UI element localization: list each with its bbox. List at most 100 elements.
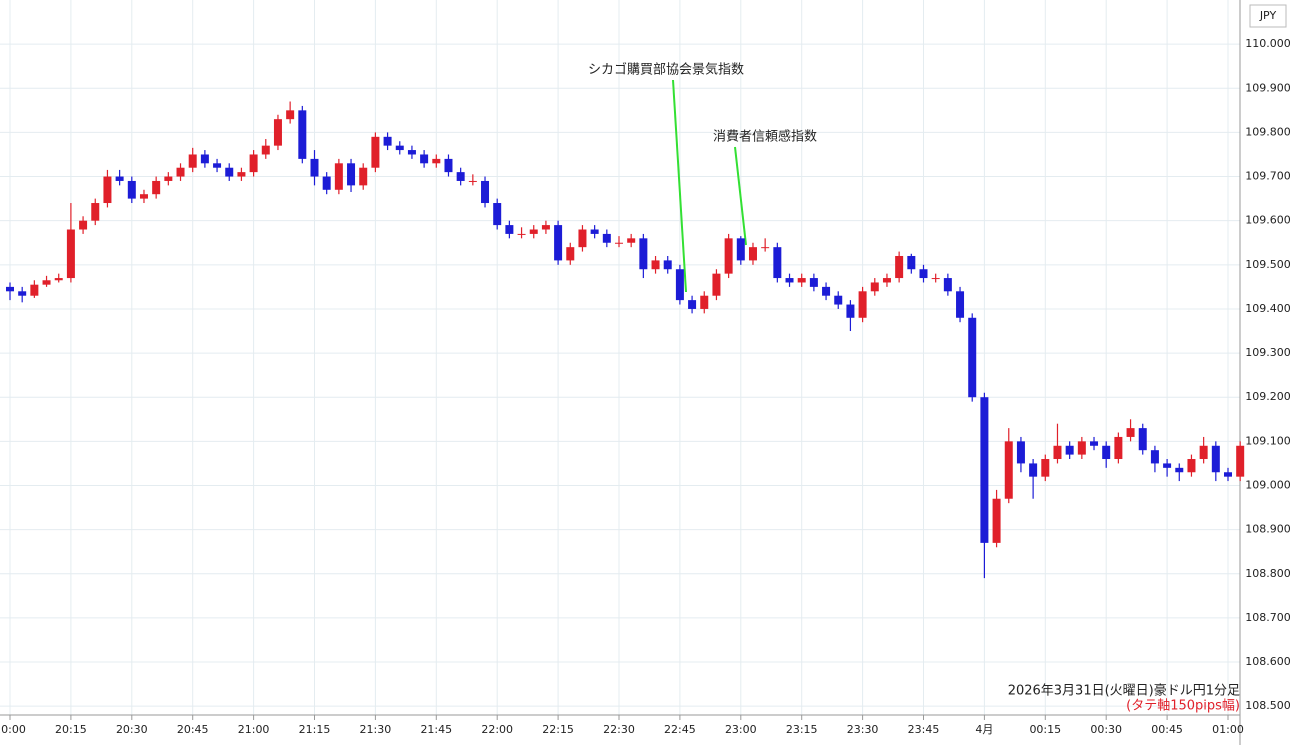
candle-body: [554, 225, 563, 261]
y-tick-label: 109.800: [1245, 125, 1291, 138]
candle-body: [578, 229, 587, 248]
candle-body: [79, 220, 88, 230]
candle-body: [834, 295, 843, 305]
chart-title: 2026年3月31日(火曜日)豪ドル円1分足: [1008, 683, 1240, 699]
candle-body: [736, 238, 745, 261]
candle-body: [188, 154, 197, 168]
candle-body: [822, 286, 831, 296]
x-tick-label: 21:00: [238, 723, 270, 736]
candle-body: [249, 154, 258, 173]
candle-body: [675, 269, 684, 301]
candle-body: [1053, 445, 1062, 460]
candle-body: [1065, 445, 1074, 455]
candle-body: [663, 260, 672, 270]
chart-subtitle: (タテ軸150pips幅): [1126, 699, 1240, 714]
x-tick-label: 23:15: [786, 723, 818, 736]
x-tick-label: 4月: [975, 723, 993, 736]
candle-body: [919, 269, 928, 279]
candle-body: [931, 278, 940, 280]
candle-body: [1126, 428, 1135, 437]
candle-body: [797, 278, 806, 283]
annotation: 消費者信頼感指数: [713, 129, 817, 145]
candle-body: [298, 110, 307, 159]
x-tick-label: 22:15: [542, 723, 574, 736]
candle-body: [651, 260, 660, 270]
annotation: シカゴ購買部協会景気指数: [588, 62, 744, 78]
y-tick-label: 109.700: [1245, 170, 1291, 183]
candle-body: [115, 176, 124, 181]
candle-body: [359, 167, 368, 186]
candle-body: [785, 278, 794, 283]
candle-body: [371, 136, 380, 168]
candle-body: [1029, 463, 1038, 477]
x-tick-label: 20:45: [177, 723, 209, 736]
axis-unit-box: [1249, 4, 1287, 28]
candle-body: [700, 295, 709, 309]
candle-body: [992, 498, 1001, 543]
x-tick-label: 22:30: [603, 723, 635, 736]
y-tick-label: 108.800: [1245, 567, 1291, 580]
candle-body: [639, 238, 648, 270]
candle-body: [225, 167, 234, 177]
x-tick-label: 00:30: [1090, 723, 1122, 736]
candle-body: [968, 317, 977, 398]
axis-unit: JPY: [1259, 9, 1277, 22]
candle-body: [712, 273, 721, 296]
candle-body: [627, 238, 636, 243]
candle-body: [1077, 441, 1086, 455]
candle-body: [322, 176, 331, 190]
candle-body: [943, 278, 952, 292]
candle-body: [176, 167, 185, 177]
candle-body: [529, 229, 538, 234]
candle-body: [432, 158, 441, 164]
x-tick-label: 01:00: [1212, 723, 1244, 736]
candle-body: [1041, 459, 1050, 477]
candle-body: [493, 203, 502, 226]
x-tick-label: 22:45: [664, 723, 696, 736]
candle-body: [273, 119, 282, 146]
candle-body: [809, 278, 818, 287]
candle-body: [1150, 450, 1159, 464]
candle-body: [164, 176, 173, 181]
candle-body: [956, 291, 965, 318]
y-tick-label: 110.000: [1245, 37, 1291, 50]
candle-body: [261, 145, 270, 155]
y-tick-label: 109.200: [1245, 390, 1291, 403]
candle-body: [1102, 445, 1111, 460]
x-tick-label: 21:45: [420, 723, 452, 736]
candle-body: [688, 300, 697, 309]
annotation-line: [672, 79, 687, 293]
candle-body: [541, 225, 550, 230]
candle-body: [724, 238, 733, 274]
candle-body: [200, 154, 209, 164]
candle-body: [1114, 436, 1123, 460]
candle-body: [1236, 445, 1245, 477]
candle-body: [103, 176, 112, 204]
candle-body: [1211, 445, 1220, 473]
candle-body: [237, 172, 246, 177]
candle-body: [980, 397, 989, 543]
candle-body: [1224, 472, 1232, 477]
candle-body: [1199, 445, 1208, 460]
candle-body: [152, 180, 161, 195]
candle-body: [395, 145, 404, 151]
x-tick-label: 20:30: [116, 723, 148, 736]
candle-body: [907, 255, 916, 270]
y-tick-label: 108.900: [1245, 523, 1291, 536]
y-tick-label: 109.100: [1245, 434, 1291, 447]
y-tick-label: 109.400: [1245, 302, 1291, 315]
candle-body: [420, 154, 429, 164]
y-tick-label: 109.000: [1245, 478, 1291, 491]
candle-body: [895, 255, 904, 279]
candle-body: [91, 203, 100, 221]
x-tick-label: 21:15: [299, 723, 331, 736]
candle-body: [54, 278, 63, 281]
candle-body: [444, 158, 453, 173]
x-tick-label: 21:30: [360, 723, 392, 736]
candle-body: [347, 163, 356, 186]
x-tick-label: 00:45: [1151, 723, 1183, 736]
candle-body: [1090, 441, 1099, 446]
candle-body: [748, 247, 757, 261]
